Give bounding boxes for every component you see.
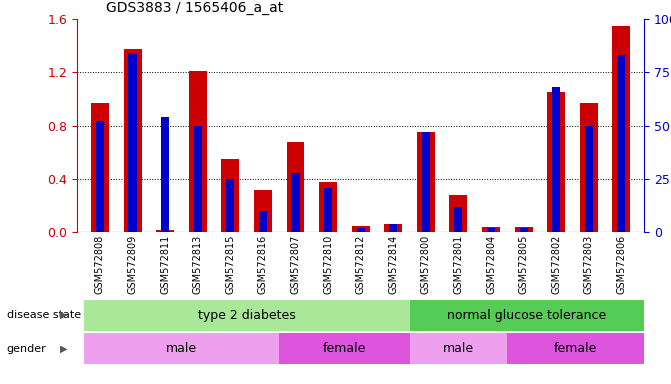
Bar <box>450 195 468 232</box>
Bar <box>482 227 500 232</box>
Bar <box>613 26 630 232</box>
Bar <box>128 53 137 232</box>
Bar <box>324 187 332 232</box>
Bar <box>352 226 370 232</box>
Text: gender: gender <box>7 344 46 354</box>
Bar <box>221 159 240 232</box>
Bar <box>291 173 299 232</box>
Bar <box>519 228 527 232</box>
Bar <box>319 182 337 232</box>
Text: female: female <box>323 342 366 355</box>
Bar <box>487 228 495 232</box>
Bar <box>454 207 462 232</box>
Bar <box>156 230 174 232</box>
Bar <box>287 142 305 232</box>
Bar <box>515 227 533 232</box>
Bar <box>617 55 625 232</box>
Bar <box>91 103 109 232</box>
Bar <box>384 224 402 232</box>
Bar <box>580 103 598 232</box>
Bar <box>161 117 169 232</box>
Text: ▶: ▶ <box>60 310 68 320</box>
Bar <box>84 300 409 331</box>
Bar <box>409 333 507 364</box>
Bar <box>189 71 207 232</box>
Bar <box>507 333 644 364</box>
Bar <box>356 228 365 232</box>
Bar <box>422 132 430 232</box>
Bar <box>409 300 644 331</box>
Bar <box>226 179 234 232</box>
Text: ▶: ▶ <box>60 344 68 354</box>
Bar <box>279 333 409 364</box>
Text: male: male <box>443 342 474 355</box>
Bar <box>259 211 267 232</box>
Text: male: male <box>166 342 197 355</box>
Bar <box>96 121 104 232</box>
Bar <box>194 126 202 232</box>
Text: female: female <box>554 342 597 355</box>
Text: disease state: disease state <box>7 310 81 320</box>
Bar <box>548 93 565 232</box>
Bar <box>123 48 142 232</box>
Bar <box>584 126 593 232</box>
Text: normal glucose tolerance: normal glucose tolerance <box>448 309 607 322</box>
Text: type 2 diabetes: type 2 diabetes <box>198 309 295 322</box>
Text: GDS3883 / 1565406_a_at: GDS3883 / 1565406_a_at <box>105 2 282 15</box>
Bar <box>389 224 397 232</box>
Bar <box>552 88 560 232</box>
Bar <box>417 132 435 232</box>
Bar <box>84 333 279 364</box>
Bar <box>254 190 272 232</box>
